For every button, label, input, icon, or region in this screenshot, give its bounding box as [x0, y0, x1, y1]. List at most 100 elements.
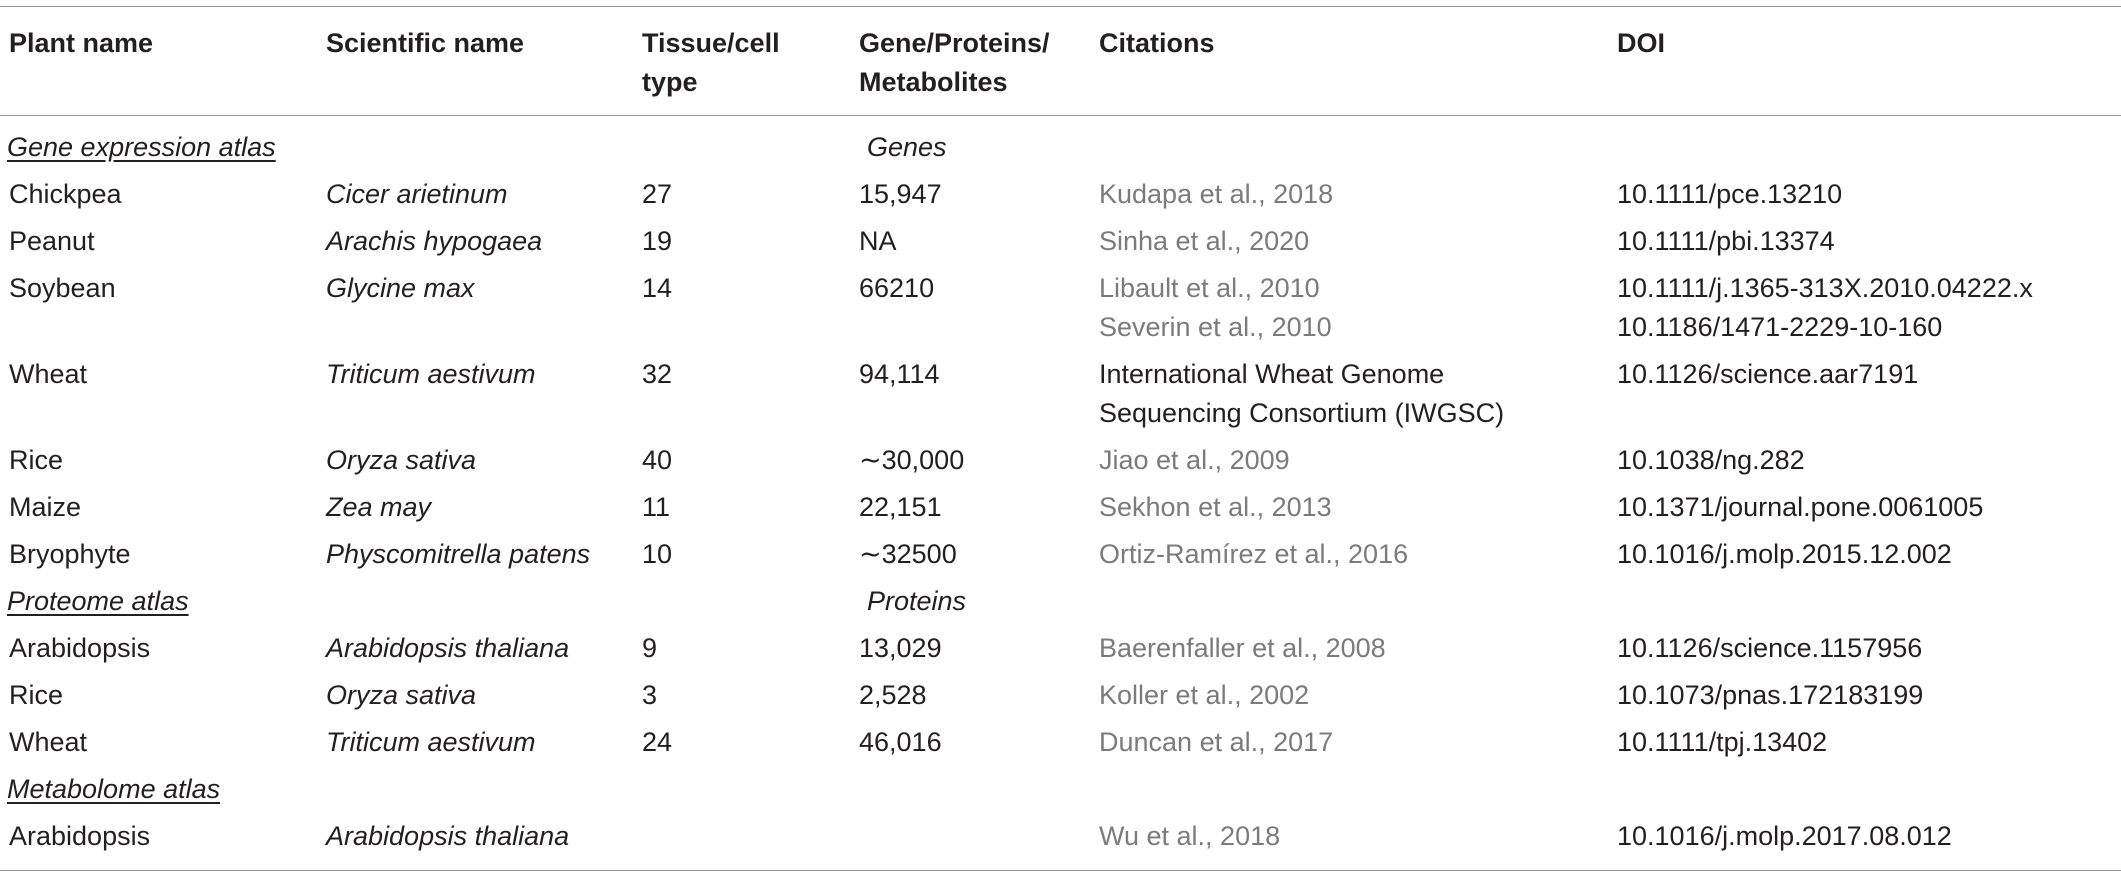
- scientific-name-cell: Triticum aestivum: [326, 359, 536, 389]
- doi-text: 10.1186/1471-2229-10-160: [1617, 312, 1943, 342]
- header-row: Plant name Scientific name Tissue/cell t…: [0, 6, 2121, 116]
- citation-cell: Baerenfaller et al., 2008: [1099, 625, 1617, 672]
- plant-name-cell: Soybean: [9, 273, 116, 303]
- atlas-table-container: Plant name Scientific name Tissue/cell t…: [0, 6, 2121, 893]
- section-label: Metabolome atlas: [7, 774, 221, 804]
- plant-name-cell: Arabidopsis: [9, 821, 151, 851]
- section-empty-cell: [1099, 578, 1617, 625]
- plant-name-cell: Rice: [9, 680, 64, 710]
- table-row: Rice Oryza sativa 40 ∼30,000 Jiao et al., 20…: [0, 437, 2121, 484]
- citation-link[interactable]: Koller et al., 2002: [1099, 680, 1310, 710]
- header-plant-name: Plant name: [9, 28, 154, 58]
- tissue-count-cell: 9: [642, 633, 658, 663]
- citation-link[interactable]: Jiao et al., 2009: [1099, 445, 1290, 475]
- table-row: Rice Oryza sativa 3 2,528 Koller et al., 200…: [0, 672, 2121, 719]
- header-scientific-name: Scientific name: [326, 28, 525, 58]
- citation-cell: Jiao et al., 2009: [1099, 437, 1617, 484]
- citation-cell: Kudapa et al., 2018: [1099, 171, 1617, 218]
- section-row: Metabolome atlas: [0, 766, 2121, 813]
- doi-cell: 10.1038/ng.282: [1617, 437, 2121, 484]
- tissue-count-cell: 19: [642, 226, 673, 256]
- doi-cell: 10.1111/tpj.13402: [1617, 719, 2121, 766]
- doi-cell: 10.1126/science.1157956: [1617, 625, 2121, 672]
- citation-link[interactable]: Duncan et al., 2017: [1099, 727, 1334, 757]
- plant-name-cell: Chickpea: [9, 179, 122, 209]
- doi-text: 10.1038/ng.282: [1617, 445, 1805, 475]
- doi-cell: 10.1371/journal.pone.0061005: [1617, 484, 2121, 531]
- section-empty-cell: [1099, 116, 1617, 172]
- scientific-name-cell: Oryza sativa: [326, 445, 477, 475]
- tissue-count-cell: [642, 813, 859, 871]
- citation-link[interactable]: Ortiz-Ramírez et al., 2016: [1099, 539, 1409, 569]
- gene-count-cell: 15,947: [859, 179, 942, 209]
- header-tissue-line-2: type: [642, 67, 698, 97]
- plant-name-cell: Rice: [9, 445, 64, 475]
- table-row: Arabidopsis Arabidopsis thaliana Wu et al.…: [0, 813, 2121, 871]
- plant-name-cell: Wheat: [9, 727, 88, 757]
- plant-name-cell: Peanut: [9, 226, 95, 256]
- gene-count-cell: ∼30,000: [859, 445, 965, 475]
- citation-cell: Wu et al., 2018: [1099, 813, 1617, 871]
- table-row: Wheat Triticum aestivum 32 94,114 Internatio…: [0, 351, 2121, 437]
- gene-count-cell: NA: [859, 226, 897, 256]
- plant-name-cell: Bryophyte: [9, 539, 131, 569]
- citation-link[interactable]: Sinha et al., 2020: [1099, 226, 1310, 256]
- tissue-count-cell: 27: [642, 179, 673, 209]
- doi-text: 10.1126/science.1157956: [1617, 633, 1923, 663]
- plant-name-cell: Wheat: [9, 359, 88, 389]
- doi-text: 10.1111/tpj.13402: [1617, 727, 1828, 757]
- doi-cell: 10.1111/pce.13210: [1617, 171, 2121, 218]
- citation-cell: Libault et al., 2010 Severin et al., 2010: [1099, 265, 1617, 351]
- citation-link[interactable]: Kudapa et al., 2018: [1099, 179, 1334, 209]
- section-type-label: Genes: [867, 132, 947, 162]
- section-empty-cell: [1617, 116, 2121, 172]
- gene-count-cell: 2,528: [859, 680, 927, 710]
- tissue-count-cell: 10: [642, 539, 673, 569]
- citation-cell: Sinha et al., 2020: [1099, 218, 1617, 265]
- gene-count-cell: 22,151: [859, 492, 942, 522]
- gene-count-cell: 46,016: [859, 727, 942, 757]
- doi-cell: 10.1016/j.molp.2017.08.012: [1617, 813, 2121, 871]
- citation-link[interactable]: Sekhon et al., 2013: [1099, 492, 1332, 522]
- tissue-count-cell: 40: [642, 445, 673, 475]
- doi-text: 10.1073/pnas.172183199: [1617, 680, 1924, 710]
- doi-cell: 10.1126/science.aar7191: [1617, 351, 2121, 437]
- section-row: Gene expression atlas Genes: [0, 116, 2121, 172]
- citation-link[interactable]: Libault et al., 2010: [1099, 273, 1320, 303]
- header-tissue-cell-type: Tissue/cell type: [642, 7, 859, 116]
- gene-count-cell: [859, 813, 1099, 871]
- citation-text: International Wheat Genome: [1099, 359, 1445, 389]
- section-type-label: [859, 766, 1099, 813]
- scientific-name-cell: Arachis hypogaea: [326, 226, 543, 256]
- citation-link[interactable]: Severin et al., 2010: [1099, 312, 1332, 342]
- doi-text: 10.1111/pce.13210: [1617, 179, 1843, 209]
- citation-cell: Sekhon et al., 2013: [1099, 484, 1617, 531]
- doi-text: 10.1111/pbi.13374: [1617, 226, 1835, 256]
- table-row: Bryophyte Physcomitrella patens 10 ∼32500 Or…: [0, 531, 2121, 578]
- citation-cell: Duncan et al., 2017: [1099, 719, 1617, 766]
- citation-link[interactable]: Wu et al., 2018: [1099, 821, 1281, 851]
- citation-link[interactable]: Baerenfaller et al., 2008: [1099, 633, 1386, 663]
- tissue-count-cell: 3: [642, 680, 658, 710]
- scientific-name-cell: Physcomitrella patens: [326, 539, 591, 569]
- section-type-label: Proteins: [867, 586, 967, 616]
- table-row: Soybean Glycine max 14 66210 Libault et al.,…: [0, 265, 2121, 351]
- atlas-table: Plant name Scientific name Tissue/cell t…: [0, 6, 2121, 871]
- tissue-count-cell: 32: [642, 359, 673, 389]
- citation-text: Sequencing Consortium (IWGSC): [1099, 398, 1505, 428]
- table-row: Peanut Arachis hypogaea 19 NA Sinha et al., …: [0, 218, 2121, 265]
- table-row: Maize Zea may 11 22,151 Sekhon et al., 2013 1…: [0, 484, 2121, 531]
- scientific-name-cell: Zea may: [326, 492, 432, 522]
- table-row: Arabidopsis Arabidopsis thaliana 9 13,029 Ba…: [0, 625, 2121, 672]
- doi-text: 10.1126/science.aar7191: [1617, 359, 1919, 389]
- doi-text: 10.1016/j.molp.2017.08.012: [1617, 821, 1952, 851]
- header-gene-line-2: Metabolites: [859, 67, 1008, 97]
- scientific-name-cell: Glycine max: [326, 273, 475, 303]
- doi-text: 10.1016/j.molp.2015.12.002: [1617, 539, 1952, 569]
- section-label: Gene expression atlas: [7, 132, 276, 162]
- header-citations: Citations: [1099, 28, 1215, 58]
- tissue-count-cell: 14: [642, 273, 673, 303]
- header-gene-proteins-metabolites: Gene/Proteins/ Metabolites: [859, 7, 1099, 116]
- doi-cell: 10.1111/j.1365-313X.2010.04222.x 10.1186/…: [1617, 265, 2121, 351]
- gene-count-cell: 66210: [859, 273, 935, 303]
